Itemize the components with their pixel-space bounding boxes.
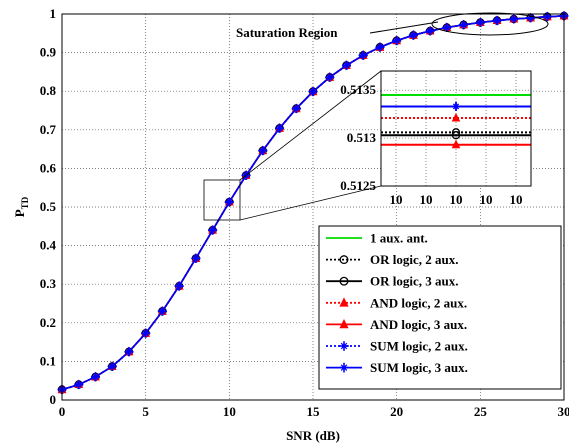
- zoom-connector-bottom: [239, 185, 382, 221]
- plot-frame: [61, 13, 565, 401]
- star-marker: [141, 328, 151, 338]
- inset-x-tick-label: 10: [390, 192, 403, 207]
- inset-series-lines: [381, 93, 531, 149]
- star-marker: [408, 30, 418, 40]
- legend-entry: AND logic, 3 aux.: [326, 317, 467, 332]
- star-marker: [291, 104, 301, 114]
- x-tick-label: 20: [390, 404, 403, 419]
- saturation-pointer: [369, 21, 439, 34]
- star-marker: [339, 341, 349, 351]
- star-marker: [74, 380, 84, 390]
- star-marker: [358, 50, 368, 60]
- inset-x-tick-label: 10: [510, 192, 523, 207]
- star-marker: [308, 87, 318, 97]
- legend-entry: OR logic, 3 aux.: [326, 274, 458, 289]
- star-marker: [275, 123, 285, 133]
- star-marker: [208, 225, 218, 235]
- star-marker: [174, 281, 184, 291]
- circle-marker: [451, 131, 461, 140]
- y-tick-label: 0.8: [40, 83, 57, 98]
- legend-entry: SUM logic, 2 aux.: [326, 339, 468, 354]
- star-marker: [339, 362, 349, 373]
- main-curves: [57, 10, 569, 395]
- star-marker: [492, 16, 502, 26]
- star-marker: [325, 72, 335, 82]
- y-tick-label: 0.3: [40, 276, 57, 291]
- inset-frame: [380, 70, 532, 187]
- y-tick-label: 0.4: [40, 238, 57, 253]
- legend-entry: SUM logic, 3 aux.: [326, 360, 468, 375]
- y-tick-label: 0.9: [40, 45, 57, 60]
- inset-y-tick-label: 0.513: [347, 130, 377, 145]
- star-marker: [392, 36, 402, 46]
- triangle-marker: [339, 297, 349, 307]
- saturation-ellipse: [431, 12, 549, 36]
- inset-x-tick-label: 10: [450, 192, 463, 207]
- y-tick-label: 0.2: [40, 315, 56, 330]
- legend-entry: OR logic, 2 aux.: [326, 252, 458, 267]
- x-tick-label: 25: [474, 404, 488, 419]
- y-tick-label: 0.6: [40, 160, 57, 175]
- legend-label: OR logic, 2 aux.: [370, 252, 458, 267]
- star-marker: [258, 146, 268, 156]
- triangle-marker: [339, 318, 349, 329]
- circle-marker: [339, 276, 349, 286]
- y-tick-label: 0.7: [40, 122, 57, 137]
- legend-label: OR logic, 3 aux.: [370, 274, 458, 289]
- star-marker: [475, 17, 485, 27]
- star-marker: [451, 101, 461, 111]
- triangle-marker: [451, 139, 461, 149]
- legend-entry: AND logic, 2 aux.: [326, 295, 467, 310]
- legend-label: SUM logic, 2 aux.: [370, 339, 468, 354]
- legend-label: SUM logic, 3 aux.: [370, 360, 468, 375]
- star-marker: [509, 14, 519, 24]
- x-tick-label: 5: [142, 404, 149, 419]
- circle-marker: [339, 255, 349, 265]
- star-marker: [90, 372, 100, 382]
- legend-label: AND logic, 3 aux.: [370, 317, 467, 332]
- y-tick-label: 0: [50, 392, 57, 407]
- y-tick-label: 0.5: [40, 199, 57, 214]
- triangle-marker: [451, 112, 461, 122]
- zoom-box: [203, 179, 241, 221]
- x-tick-label: 15: [307, 404, 321, 419]
- star-marker: [124, 347, 134, 357]
- zoom-connector-top: [239, 70, 382, 181]
- star-marker: [191, 253, 201, 263]
- inset-y-tick-label: 0.5125: [340, 178, 376, 193]
- star-marker: [341, 60, 351, 70]
- y-tick-label: 0.1: [40, 353, 56, 368]
- x-tick-label: 10: [223, 404, 236, 419]
- legend-label: AND logic, 2 aux.: [370, 295, 467, 310]
- saturation-label: Saturation Region: [236, 25, 338, 40]
- star-marker: [157, 306, 167, 316]
- inset-x-tick-label: 10: [480, 192, 493, 207]
- legend-box: [318, 225, 562, 390]
- star-marker: [442, 23, 452, 33]
- legend-entry: 1 aux. ant.: [326, 231, 428, 246]
- legend-label: 1 aux. ant.: [370, 231, 428, 246]
- star-marker: [425, 26, 435, 36]
- star-marker: [375, 42, 385, 52]
- inset-y-tick-label: 0.5135: [340, 82, 376, 97]
- x-tick-label: 30: [558, 404, 569, 419]
- star-marker: [224, 197, 234, 207]
- main-tick-labels: 0 5 10 15 20 25 30 0 0.1 0.2 0.3 0.4 0.5 0.6 0.7 0.8 0.9…: [40, 6, 569, 419]
- y-axis-label: PTD: [12, 196, 30, 217]
- inset-zoom-plot: 10 10 10 10 10 0.5125 0.513 0.5135: [340, 70, 532, 207]
- inset-tick-labels: 10 10 10 10 10 0.5125 0.513 0.5135: [340, 82, 522, 207]
- x-axis-label: SNR (dB): [286, 428, 340, 443]
- star-marker: [107, 361, 117, 371]
- legend: 1 aux. ant. OR logic, 2 aux. OR logic, 3 a…: [318, 225, 562, 390]
- inset-x-tick-label: 10: [420, 192, 433, 207]
- star-marker: [459, 20, 469, 30]
- x-tick-label: 0: [59, 404, 66, 419]
- y-tick-label: 1: [50, 6, 57, 21]
